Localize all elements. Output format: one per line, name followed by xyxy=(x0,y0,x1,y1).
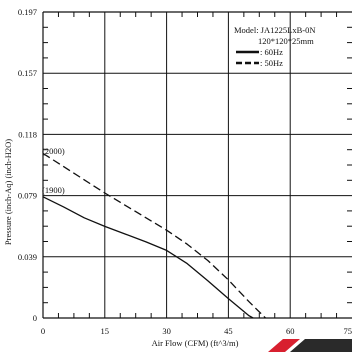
x-tick-label: 15 xyxy=(101,326,110,336)
x-tick-label: 75 xyxy=(344,326,352,336)
x-tick-label: 0 xyxy=(41,326,45,336)
x-tick-label: 45 xyxy=(224,326,233,336)
x-axis-label: Air Flow (CFM) (ft^3/m) xyxy=(152,338,239,348)
legend-50hz-label: : 50Hz xyxy=(260,58,283,68)
series-50hz-annotation: (2000) xyxy=(42,146,65,156)
y-tick-label: 0.118 xyxy=(18,129,37,139)
y-tick-label: 0.039 xyxy=(18,252,37,262)
legend: Model: JA1225LxB-0N 120*120*25mm : 60Hz … xyxy=(234,25,315,68)
series-line-60hz xyxy=(42,196,254,319)
legend-size-text: 120*120*25mm xyxy=(258,36,314,46)
x-tick-label: 30 xyxy=(162,326,171,336)
grid-layer xyxy=(43,12,352,318)
y-tick-label: 0.079 xyxy=(18,191,37,201)
series-60hz-annotation: (1900) xyxy=(42,185,65,195)
y-tick-label: 0.197 xyxy=(18,7,37,17)
x-tick-label: 60 xyxy=(286,326,295,336)
y-axis-label: Pressure (inch-Aq) (inch-H2O) xyxy=(3,139,13,245)
legend-60hz-label: : 60Hz xyxy=(260,47,283,57)
series-layer xyxy=(42,152,266,319)
series-line-50hz xyxy=(42,152,266,319)
legend-model-text: Model: JA1225LxB-0N xyxy=(234,25,315,35)
tick-marks xyxy=(43,12,352,318)
brand-logo xyxy=(268,339,352,352)
y-tick-label: 0 xyxy=(33,313,37,323)
logo-dark-shape xyxy=(290,339,352,352)
y-tick-label: 0.157 xyxy=(18,68,37,78)
logo-red-stripe xyxy=(268,339,300,352)
